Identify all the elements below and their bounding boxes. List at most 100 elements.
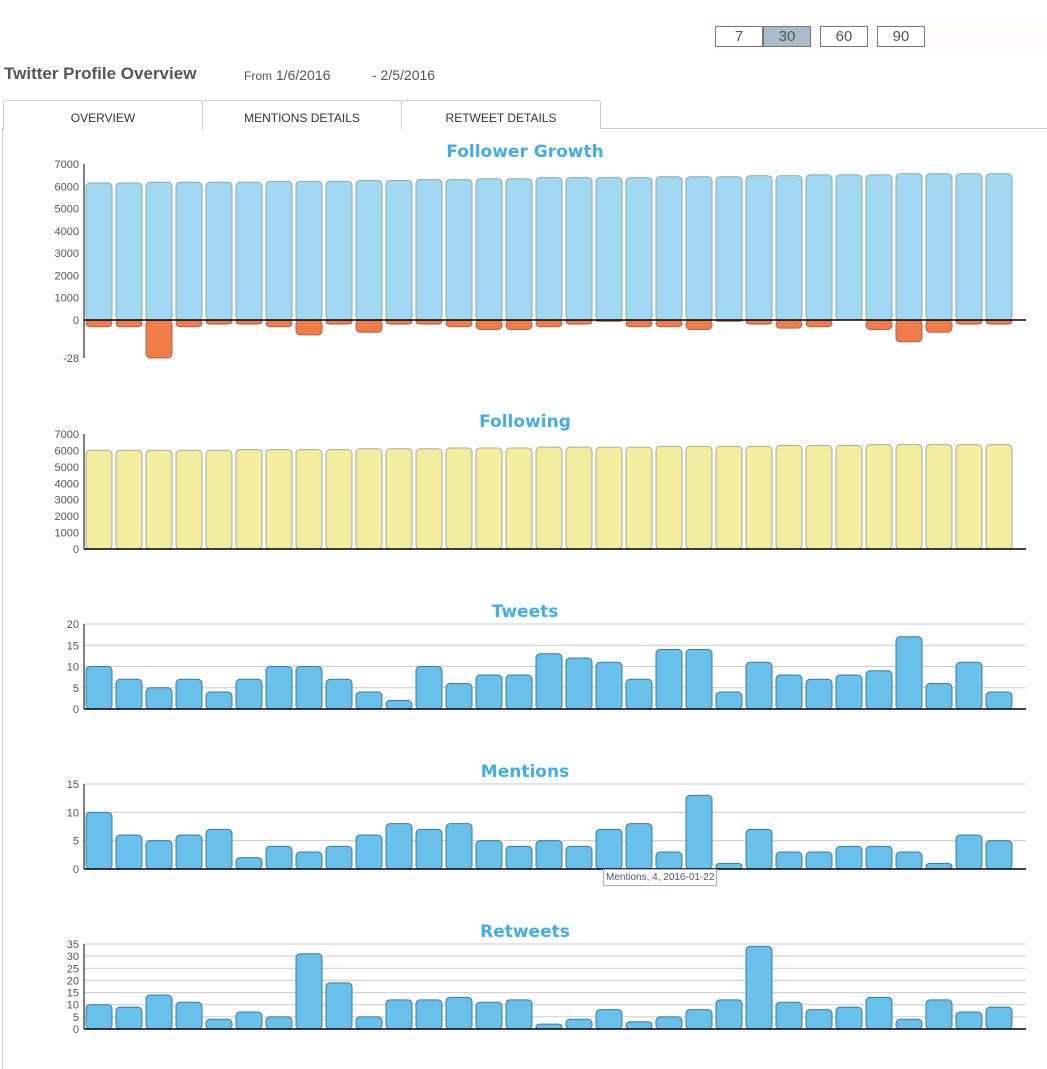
chart-mentions: Mentions 15 10 5 0 — [67, 762, 1026, 876]
mentions-bar — [595, 828, 623, 870]
follower-bar — [625, 177, 653, 321]
tab-mentions-details[interactable]: MENTIONS DETAILS — [202, 100, 402, 129]
tab-overview[interactable]: OVERVIEW — [3, 100, 203, 130]
following-bar — [205, 449, 233, 550]
y-tick-label: 10 — [67, 807, 79, 819]
retweets-bar — [85, 1004, 113, 1030]
y-tick-label: 5 — [73, 1012, 79, 1024]
mentions-bar — [895, 851, 923, 870]
following-bar — [745, 445, 773, 550]
following-bar — [955, 444, 983, 550]
retweets-bar — [235, 1011, 263, 1030]
y-tick-label: 5 — [73, 836, 79, 848]
y-tick-label: 4000 — [55, 226, 79, 238]
mentions-bar — [115, 834, 143, 870]
tab-retweet-details[interactable]: RETWEET DETAILS — [401, 100, 601, 129]
y-tick-label: 20 — [67, 619, 79, 631]
tweets-bar — [925, 683, 953, 710]
following-bar — [925, 444, 953, 550]
tweets-bar — [175, 678, 203, 710]
follower-bar — [355, 179, 383, 321]
range-30-button[interactable]: 30 — [763, 26, 811, 47]
tweets-bar — [685, 649, 713, 710]
retweets-bar — [985, 1006, 1013, 1030]
range-7-button[interactable]: 7 — [715, 26, 763, 47]
tweets-bar — [385, 700, 413, 710]
unfollow-bar — [145, 319, 173, 359]
mentions-bar — [715, 862, 743, 870]
chart-title: Follower Growth — [446, 142, 603, 162]
y-tick-label: 0 — [73, 1024, 79, 1036]
following-bar — [235, 449, 263, 550]
following-bar — [85, 449, 113, 550]
unfollow-bar — [655, 319, 683, 328]
tweets-bar — [865, 670, 893, 710]
follower-bar — [985, 173, 1013, 321]
following-bar — [475, 447, 503, 550]
unfollow-bar — [775, 319, 803, 329]
unfollow-bar — [475, 319, 503, 330]
retweets-bar — [325, 982, 353, 1030]
following-bar — [325, 449, 353, 550]
date-to: - 2/5/2016 — [372, 67, 436, 83]
y-tick-label: 15 — [67, 779, 79, 791]
following-bar — [625, 446, 653, 550]
following-bar — [775, 445, 803, 550]
unfollow-bar — [175, 319, 203, 328]
following-bar — [445, 447, 473, 550]
mentions-bar — [865, 845, 893, 870]
mentions-bar — [295, 851, 323, 870]
following-bar — [295, 449, 323, 550]
follower-bar — [595, 177, 623, 321]
y-tick-label: 35 — [67, 939, 79, 951]
tweets-bar — [475, 674, 503, 710]
follower-bar — [655, 176, 683, 321]
y-tick-label: 15 — [67, 640, 79, 652]
tweets-bar — [85, 666, 113, 710]
mentions-bar — [145, 840, 173, 870]
mentions-bar — [355, 834, 383, 870]
mentions-bar — [745, 828, 773, 870]
retweets-bar — [895, 1018, 923, 1030]
follower-bar — [685, 176, 713, 321]
tweets-bar — [505, 674, 533, 710]
y-tick-label: 30 — [67, 951, 79, 963]
mentions-bar — [805, 851, 833, 870]
y-tick-label: 5 — [73, 683, 79, 695]
follower-bar — [535, 177, 563, 321]
retweets-bar — [415, 999, 443, 1030]
y-tick-label: 0 — [73, 544, 79, 556]
follower-bar — [235, 181, 263, 321]
chart-follower-growth: Follower Growth 7000 6000 5000 4000 3000 2000 1… — [55, 142, 1026, 365]
unfollow-bar — [625, 319, 653, 328]
following-bar — [265, 449, 293, 550]
follower-bar — [565, 177, 593, 321]
y-tick-label: 5000 — [55, 462, 79, 474]
following-bar — [505, 447, 533, 550]
y-tick-label: 10 — [67, 1000, 79, 1012]
tweets-bar — [295, 666, 323, 710]
retweets-bar — [865, 996, 893, 1030]
y-tick-label: 0 — [73, 864, 79, 876]
y-tick-label: 3000 — [55, 248, 79, 260]
following-bar — [355, 448, 383, 550]
mentions-bar — [505, 845, 533, 870]
mentions-bar — [625, 823, 653, 870]
range-90-button[interactable]: 90 — [877, 26, 925, 47]
follower-bar — [775, 175, 803, 321]
tweets-bar — [535, 653, 563, 710]
follower-bar — [505, 178, 533, 321]
follower-bar — [415, 179, 443, 321]
tweets-bar — [205, 691, 233, 710]
follower-bar — [145, 181, 173, 321]
page-title: Twitter Profile Overview — [4, 64, 197, 83]
chart-tooltip: Mentions, 4, 2016-01-22 — [603, 869, 718, 886]
tweets-bar — [355, 691, 383, 710]
follower-bar — [175, 181, 203, 321]
tweets-bar — [265, 666, 293, 710]
range-60-button[interactable]: 60 — [820, 26, 868, 47]
retweets-bar — [685, 1009, 713, 1030]
mentions-bar — [775, 851, 803, 870]
retweets-bar — [205, 1018, 233, 1030]
unfollow-bar — [535, 319, 563, 328]
